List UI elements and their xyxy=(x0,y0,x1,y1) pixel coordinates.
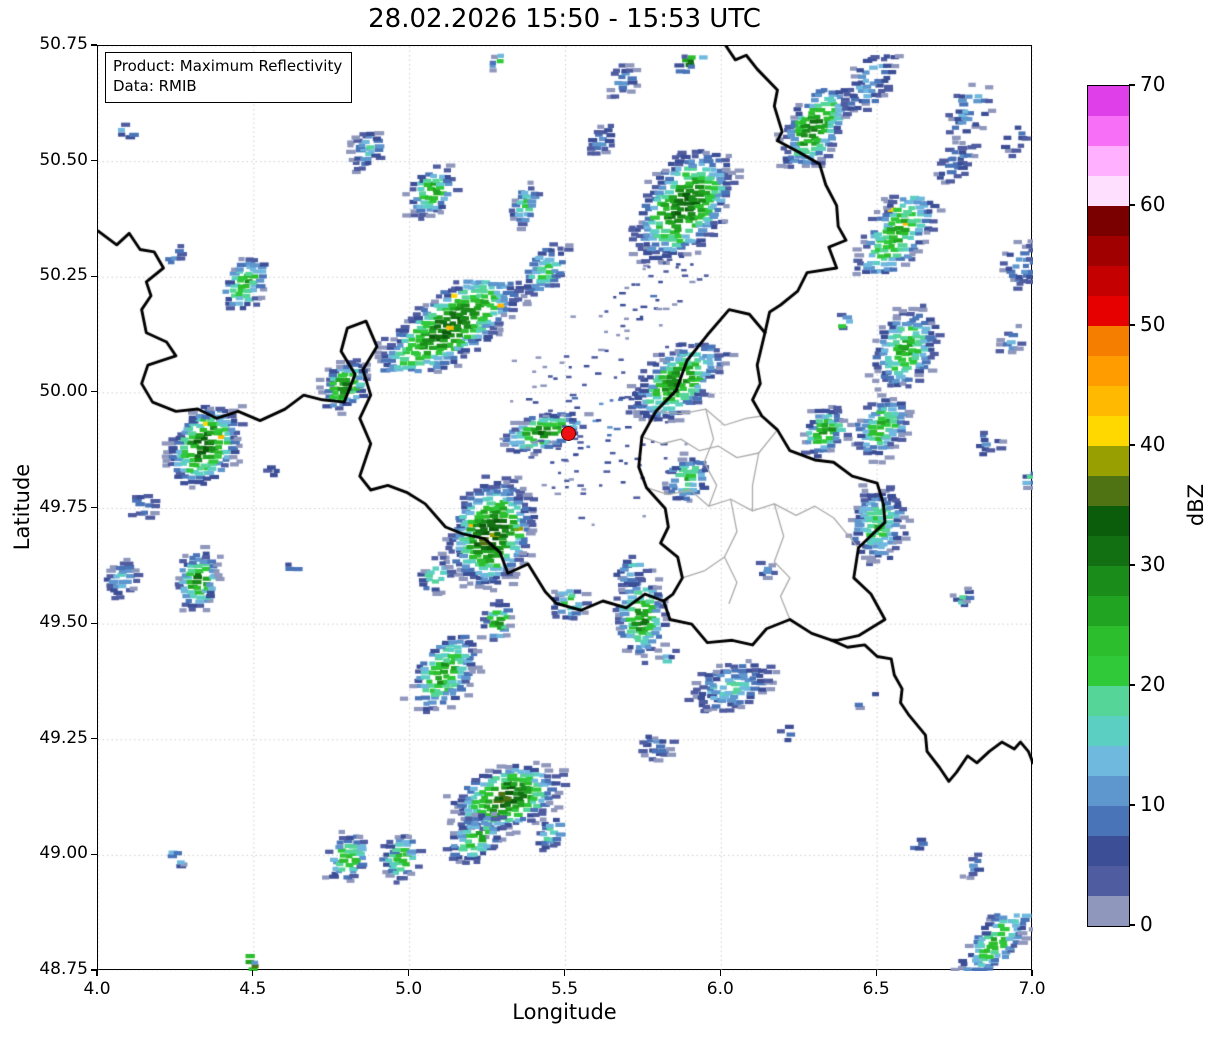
map-plot-area: Product: Maximum Reflectivity Data: RMIB xyxy=(97,45,1033,971)
colorbar-band xyxy=(1088,866,1129,896)
x-tick-label: 7.0 xyxy=(1018,979,1046,999)
y-tick-label: 49.00 xyxy=(39,843,88,864)
x-tick-label: 6.0 xyxy=(706,979,734,999)
colorbar-band xyxy=(1088,326,1129,356)
product-info-line2: Data: RMIB xyxy=(113,77,197,96)
colorbar-band xyxy=(1088,746,1129,776)
colorbar xyxy=(1087,85,1130,927)
x-tickmark xyxy=(719,970,721,976)
colorbar-band xyxy=(1088,296,1129,326)
colorbar-tick-label: 30 xyxy=(1140,552,1166,576)
colorbar-band xyxy=(1088,536,1129,566)
plot-title: 28.02.2026 15:50 - 15:53 UTC xyxy=(368,4,761,34)
colorbar-tick-label: 50 xyxy=(1140,312,1166,336)
colorbar-tickmark xyxy=(1129,924,1135,926)
colorbar-tickmark xyxy=(1129,684,1135,686)
x-tickmark xyxy=(408,970,410,976)
x-tickmark xyxy=(96,970,98,976)
colorbar-band xyxy=(1088,776,1129,806)
y-tickmark xyxy=(91,275,97,277)
y-tickmark xyxy=(91,622,97,624)
y-tick-label: 50.25 xyxy=(39,265,88,286)
radar-map-canvas xyxy=(98,46,1033,971)
colorbar-band xyxy=(1088,626,1129,656)
y-tick-label: 48.75 xyxy=(39,959,88,979)
x-tickmark xyxy=(563,970,566,976)
x-tick-label: 4.0 xyxy=(83,979,111,999)
y-tickmark xyxy=(91,738,97,740)
y-tick-label: 49.25 xyxy=(39,727,88,748)
colorbar-band xyxy=(1088,716,1129,746)
colorbar-tickmark xyxy=(1129,804,1135,806)
product-info-line1: Product: Maximum Reflectivity xyxy=(113,57,343,75)
radar-site-marker xyxy=(560,425,576,441)
y-tickmark xyxy=(91,44,97,46)
colorbar-band xyxy=(1088,476,1129,506)
colorbar-band xyxy=(1088,206,1129,236)
x-axis-label: Longitude xyxy=(512,1000,617,1024)
colorbar-band xyxy=(1088,356,1129,386)
colorbar-band xyxy=(1088,686,1129,716)
colorbar-tickmark xyxy=(1129,84,1135,86)
x-tick-label: 6.5 xyxy=(862,979,890,999)
colorbar-tick-label: 0 xyxy=(1140,912,1153,936)
x-tickmark xyxy=(252,970,254,976)
product-info-box: Product: Maximum Reflectivity Data: RMIB xyxy=(105,52,353,103)
x-tick-label: 4.5 xyxy=(239,979,267,999)
colorbar-label: dBZ xyxy=(1184,483,1208,527)
y-tickmark xyxy=(91,506,97,509)
colorbar-tick-label: 70 xyxy=(1140,72,1166,96)
x-tickmark xyxy=(1031,970,1033,976)
colorbar-band xyxy=(1088,416,1129,446)
colorbar-band xyxy=(1088,116,1129,146)
y-tick-label: 50.50 xyxy=(39,149,88,170)
colorbar-band xyxy=(1088,836,1129,866)
x-tickmark xyxy=(875,970,877,976)
colorbar-tickmark xyxy=(1129,324,1135,326)
y-tickmark xyxy=(91,853,97,855)
colorbar-band xyxy=(1088,596,1129,626)
colorbar-tickmark xyxy=(1129,204,1135,206)
colorbar-band xyxy=(1088,386,1129,416)
colorbar-band xyxy=(1088,86,1129,116)
colorbar-band xyxy=(1088,506,1129,536)
colorbar-tick-label: 20 xyxy=(1140,672,1166,696)
x-tick-label: 5.5 xyxy=(550,979,579,999)
colorbar-tick-label: 40 xyxy=(1140,432,1166,456)
colorbar-tick-label: 60 xyxy=(1140,192,1166,216)
colorbar-band xyxy=(1088,266,1129,296)
colorbar-band xyxy=(1088,236,1129,266)
colorbar-tick-label: 10 xyxy=(1140,792,1166,816)
colorbar-band xyxy=(1088,146,1129,176)
y-tickmark xyxy=(91,391,97,393)
colorbar-tickmark xyxy=(1129,444,1135,446)
colorbar-band xyxy=(1088,176,1129,206)
colorbar-band xyxy=(1088,446,1129,476)
y-tick-label: 50.00 xyxy=(39,380,88,401)
y-tickmark xyxy=(91,160,97,162)
y-tick-label: 50.75 xyxy=(39,34,88,54)
colorbar-band xyxy=(1088,806,1129,836)
y-tick-label: 49.75 xyxy=(39,496,88,517)
y-tickmark xyxy=(91,969,97,971)
colorbar-tickmark xyxy=(1129,564,1135,566)
x-tick-label: 5.0 xyxy=(395,979,423,999)
colorbar-band xyxy=(1088,656,1129,686)
y-tick-label: 49.50 xyxy=(39,612,88,633)
colorbar-band xyxy=(1088,566,1129,596)
colorbar-band xyxy=(1088,896,1129,926)
